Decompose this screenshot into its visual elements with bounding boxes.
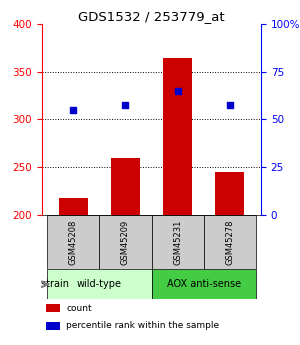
Point — [71, 107, 76, 113]
Bar — [215, 172, 244, 215]
Point — [227, 102, 232, 108]
Point — [123, 102, 128, 108]
Bar — [59, 198, 88, 215]
FancyBboxPatch shape — [204, 215, 256, 269]
Bar — [46, 304, 59, 312]
FancyBboxPatch shape — [152, 269, 256, 299]
Text: GSM45208: GSM45208 — [69, 219, 78, 265]
Point — [175, 88, 180, 93]
Bar — [46, 322, 59, 330]
FancyBboxPatch shape — [47, 269, 152, 299]
FancyBboxPatch shape — [99, 215, 152, 269]
FancyBboxPatch shape — [47, 215, 99, 269]
Text: GSM45209: GSM45209 — [121, 219, 130, 265]
Text: wild-type: wild-type — [77, 279, 122, 289]
Text: percentile rank within the sample: percentile rank within the sample — [66, 321, 219, 330]
Text: GSM45231: GSM45231 — [173, 219, 182, 265]
Title: GDS1532 / 253779_at: GDS1532 / 253779_at — [78, 10, 225, 23]
FancyBboxPatch shape — [152, 215, 204, 269]
Bar — [111, 158, 140, 215]
Bar — [163, 58, 192, 215]
Text: AOX anti-sense: AOX anti-sense — [167, 279, 241, 289]
Text: strain: strain — [41, 279, 72, 289]
Text: GSM45278: GSM45278 — [225, 219, 234, 265]
Text: count: count — [66, 304, 92, 313]
